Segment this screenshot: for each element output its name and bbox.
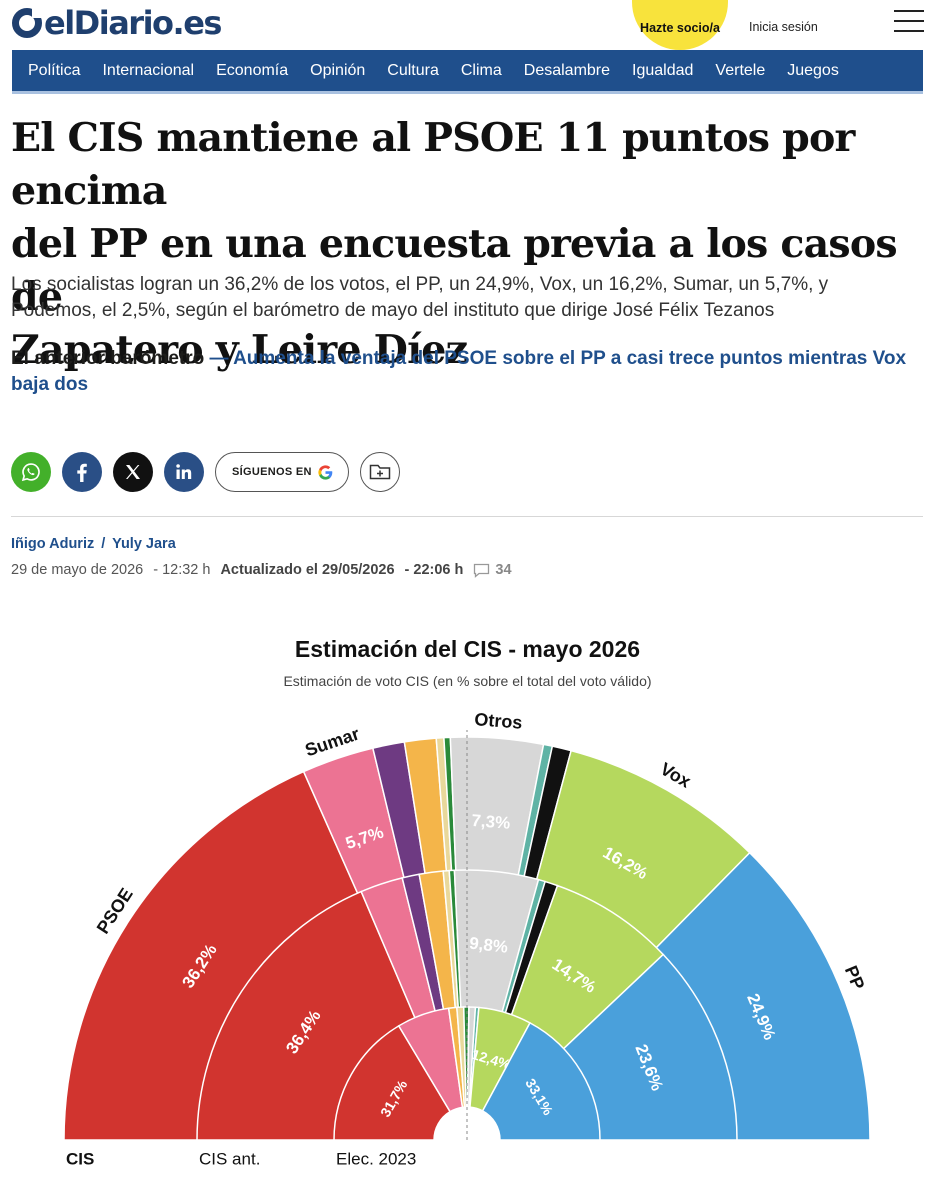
- slice-label: 9,8%: [468, 934, 509, 957]
- article-headline: El CIS mantiene al PSOE 11 puntos por en…: [11, 112, 926, 377]
- site-header: elDiario.es Hazte socio/a Inicia sesión: [0, 0, 935, 50]
- nav-item-igualdad[interactable]: Igualdad: [632, 61, 694, 79]
- hamburger-menu-icon[interactable]: [894, 10, 924, 32]
- slice-label: 7,3%: [471, 811, 511, 833]
- slice-psoe: [333, 1024, 452, 1141]
- slice-pp: [481, 1021, 601, 1141]
- nav-item-juegos[interactable]: Juegos: [787, 61, 839, 79]
- main-nav: Política Internacional Economía Opinión …: [12, 50, 923, 94]
- headline-line: Zapatero y Leire Díez: [11, 327, 468, 373]
- subtitle-line: Los socialistas logran un 36,2% de los v…: [11, 274, 829, 295]
- time-separator: -: [153, 562, 159, 578]
- updated-time: 22:06 h: [413, 562, 464, 578]
- hazte-socio-button[interactable]: Hazte socio/a: [632, 0, 728, 50]
- nav-item-cultura[interactable]: Cultura: [387, 61, 439, 79]
- related-link[interactable]: — Aumenta la ventaja del PSOE sobre el P…: [11, 348, 907, 395]
- chart-subtitle: Estimación de voto CIS (en % sobre el to…: [283, 673, 652, 689]
- save-folder-button[interactable]: [359, 452, 400, 492]
- whatsapp-icon: [21, 463, 40, 482]
- share-x-button[interactable]: [113, 452, 153, 492]
- dateline: 29 de mayo de 2026 - 12:32 h Actualizado…: [11, 562, 512, 578]
- party-label: PP: [841, 963, 869, 993]
- logo-mark-icon: [12, 7, 43, 38]
- login-link[interactable]: Inicia sesión: [749, 20, 818, 34]
- nav-item-clima[interactable]: Clima: [460, 61, 502, 79]
- linkedin-icon: [176, 464, 192, 479]
- article-subtitle: Los socialistas logran un 36,2% de los v…: [11, 272, 916, 324]
- share-facebook-button[interactable]: [62, 452, 102, 492]
- time-separator: -: [404, 562, 410, 578]
- related-label: El anterior barómetro: [11, 348, 205, 369]
- nav-item-internacional[interactable]: Internacional: [102, 61, 195, 79]
- share-linkedin-button[interactable]: [164, 452, 204, 492]
- headline-line: El CIS mantiene al PSOE 11 puntos por en…: [11, 115, 855, 214]
- folder-add-icon: [369, 464, 390, 480]
- headline-line: del PP en una encuesta previa a los caso…: [11, 221, 898, 320]
- author-link[interactable]: Iñigo Aduriz: [11, 536, 95, 552]
- chart-title: Estimación del CIS - mayo 2026: [294, 636, 641, 662]
- site-logo[interactable]: elDiario.es: [12, 4, 222, 42]
- comment-count: 34: [495, 562, 512, 578]
- x-icon: [126, 465, 140, 479]
- author-list: Iñigo Aduriz / Yuly Jara: [11, 536, 176, 552]
- hemicycle-chart: 36,2%5,7%7,3%16,2%24,9%36,4%9,8%14,7%23,…: [63, 709, 871, 1168]
- author-link[interactable]: Yuly Jara: [112, 536, 176, 552]
- nav-item-economia[interactable]: Economía: [216, 61, 289, 79]
- follow-label: SÍGUENOS EN: [232, 466, 312, 478]
- nav-item-vertele[interactable]: Vertele: [715, 61, 766, 79]
- author-separator: /: [101, 536, 106, 552]
- related-article: El anterior barómetro — Aumenta la venta…: [11, 346, 916, 398]
- ring-label: Elec. 2023: [336, 1149, 416, 1168]
- logo-text: elDiario.es: [44, 4, 222, 42]
- nav-item-politica[interactable]: Política: [28, 61, 81, 79]
- updated-label: Actualizado el 29/05/2026: [220, 562, 395, 578]
- ring-label: CIS: [66, 1149, 94, 1168]
- publish-time: 12:32 h: [162, 562, 211, 578]
- follow-google-button[interactable]: SÍGUENOS EN: [215, 452, 349, 492]
- share-whatsapp-button[interactable]: [11, 452, 51, 492]
- share-row: SÍGUENOS EN: [11, 452, 400, 492]
- subtitle-line: Podemos, el 2,5%, según el barómetro de …: [11, 300, 775, 321]
- byline-divider: [11, 516, 923, 517]
- publish-date: 29 de mayo de 2026: [11, 562, 144, 578]
- comments-link[interactable]: 34: [473, 562, 512, 578]
- ring-label: CIS ant.: [199, 1149, 260, 1168]
- nav-item-desalambre[interactable]: Desalambre: [523, 61, 611, 79]
- facebook-icon: [77, 463, 87, 482]
- google-icon: [318, 464, 333, 480]
- comment-icon: [474, 563, 490, 578]
- party-label: Otros: [474, 709, 523, 733]
- nav-item-opinion[interactable]: Opinión: [310, 61, 366, 79]
